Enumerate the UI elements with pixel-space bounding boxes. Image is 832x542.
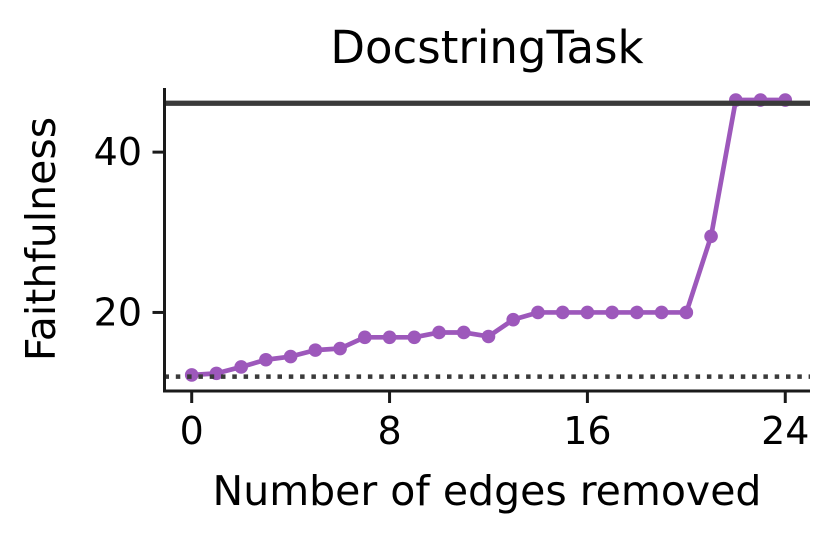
data-point [407,330,422,345]
x-tick-label: 16 [563,409,611,453]
data-point [605,305,619,320]
data-point [531,305,545,320]
x-tick-label: 0 [180,409,204,453]
data-point [358,330,372,345]
y-axis-label: Faithfulness [17,117,65,361]
data-point [555,305,570,320]
data-point [333,341,347,356]
data-point [283,349,298,364]
data-point [506,312,521,327]
data-point [382,330,397,345]
data-point [456,325,471,340]
x-tick-label: 8 [377,409,401,453]
data-point [259,352,273,367]
data-point [630,305,644,320]
data-point [679,305,694,320]
x-axis-label: Number of edges removed [213,467,762,515]
data-point [234,360,248,374]
x-tick-label: 24 [761,409,809,453]
plot-area: 0 8 16 24 20 40 [94,88,810,453]
data-point [580,305,595,320]
data-point [432,325,446,340]
data-point [481,329,496,344]
data-point [704,229,718,244]
y-tick-label: 40 [94,130,142,174]
data-point [308,343,323,357]
chart-title: DocstringTask [330,21,643,74]
y-tick-label: 20 [94,290,142,334]
data-point [184,368,199,382]
data-point [654,305,669,320]
